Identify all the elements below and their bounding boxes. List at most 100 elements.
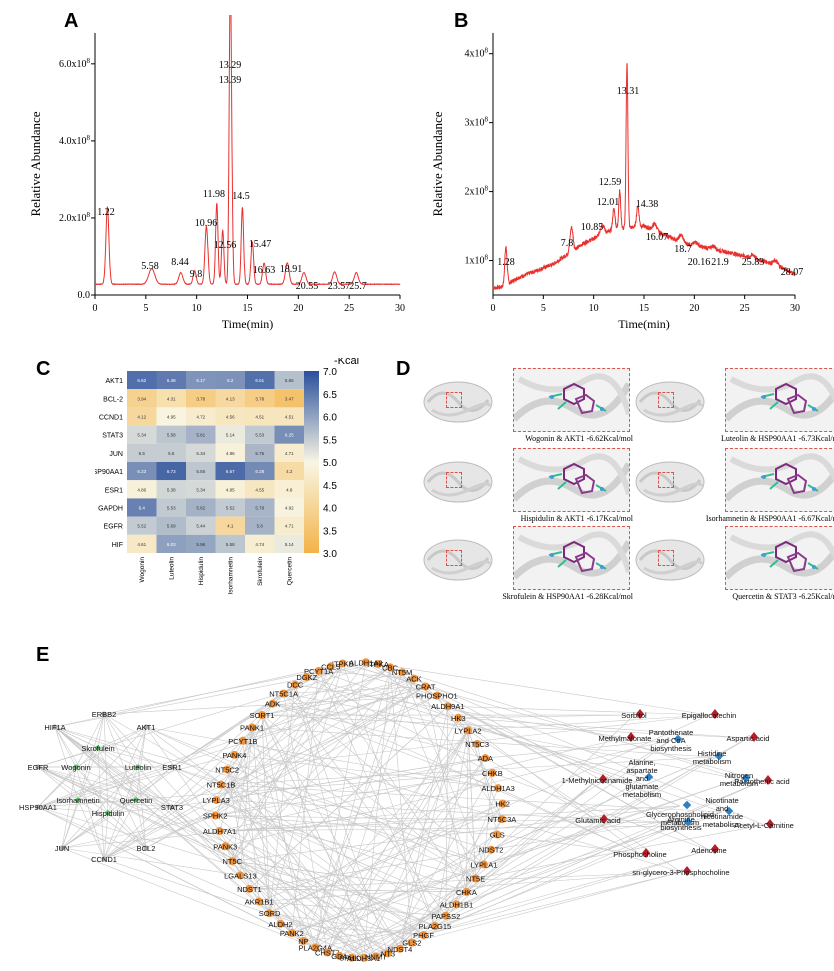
gene-node: [493, 830, 502, 839]
network-edge: [445, 788, 499, 916]
network-node-label: PANK2: [280, 929, 304, 938]
network-edge: [283, 693, 485, 865]
network-edge: [327, 822, 682, 953]
target-node: [169, 764, 175, 770]
network-edge: [291, 670, 319, 934]
network-node-label: HK3: [451, 714, 466, 723]
network-edge: [232, 663, 344, 862]
peak-label: 9.8: [190, 269, 203, 280]
protein-overview-image: [635, 539, 705, 581]
target-node: [169, 804, 175, 810]
network-edge: [37, 806, 435, 927]
network-edge: [215, 772, 493, 816]
peak-label: 18.91: [280, 264, 303, 275]
heatmap-cell-value: 4.56: [226, 415, 235, 420]
network-edge: [401, 672, 485, 865]
network-node-label: CHKB: [482, 769, 503, 778]
network-edge: [389, 667, 413, 943]
metabolite-node: [636, 709, 644, 719]
network-edge: [135, 726, 147, 801]
network-node-label: NT5C2: [215, 766, 239, 775]
network-edge: [466, 730, 469, 892]
network-edge: [37, 766, 233, 862]
x-tick-label: 20: [293, 303, 303, 314]
network-node-label: NT3: [381, 949, 395, 958]
heatmap-cell-value: 5.14: [226, 433, 235, 438]
metabolite-node: [642, 848, 650, 858]
network-edge: [97, 747, 173, 768]
heatmap-column-label: Luteolin: [168, 557, 175, 580]
peak-label: 10.96: [195, 218, 218, 229]
metabolite-node: [750, 732, 758, 742]
gene-node: [374, 659, 383, 668]
heatmap-cell-value: 4.86: [226, 451, 235, 456]
peak-label: 1.22: [97, 207, 115, 218]
network-edge: [103, 667, 391, 860]
gene-node: [409, 674, 418, 683]
heatmap-cell: [274, 407, 304, 426]
heatmap-cell-value: 4.86: [137, 487, 146, 492]
network-edge: [54, 726, 492, 850]
network-edge: [77, 799, 147, 849]
network-edge: [145, 726, 424, 936]
network-edge: [315, 730, 469, 948]
docking-poses-panel: Wogonin & AKT1 -6.62Kcal/mol Luteolin & H…: [418, 362, 834, 602]
heatmap-cell-value: 6.62: [137, 378, 146, 383]
network-edge: [291, 778, 740, 934]
heatmap-cell: [186, 462, 216, 481]
network-node-label: NT5E: [466, 875, 485, 884]
chromatogram-trace: [492, 63, 796, 291]
network-edge: [447, 705, 710, 716]
network-node-label: BCL2: [137, 844, 156, 853]
heatmap-cell-value: 5.81: [196, 433, 205, 438]
peak-label: 28.07: [781, 267, 804, 278]
network-edge: [261, 714, 304, 942]
panel-label-c: C: [36, 358, 51, 380]
network-node-label: ALDH1A3: [482, 784, 515, 793]
network-edge: [249, 705, 449, 890]
heatmap-cell-value: 3.94: [137, 396, 146, 401]
network-node-label: NP: [298, 937, 308, 946]
y-tick-label: 4.0x108: [59, 134, 91, 147]
network-node-label: HK2: [495, 800, 510, 809]
network-node-label: Aspartic acid: [727, 734, 770, 743]
heatmap-cell: [127, 462, 157, 481]
heatmap-row-label: CCND1: [99, 415, 123, 422]
network-node-label: DGKZ: [296, 673, 317, 682]
network-edge: [37, 686, 426, 808]
network-node-label: Glycerophospholipid metabolism: [646, 810, 714, 827]
network-node-label: ADA: [478, 754, 493, 763]
network-node-label: HIF1A: [44, 723, 65, 732]
heatmap-cell: [274, 443, 304, 462]
heatmap-cell: [186, 425, 216, 444]
heatmap-column-label: Quercetin: [286, 557, 293, 586]
network-node-label: GDA: [331, 952, 347, 961]
network-edge: [269, 684, 296, 914]
heatmap-cell: [245, 443, 275, 462]
network-node-label: NDST2: [479, 846, 504, 855]
heatmap-cell: [274, 480, 304, 499]
panel-label-a: A: [64, 10, 79, 32]
network-edge: [214, 703, 273, 816]
heatmap-row-label: AKT1: [105, 378, 123, 385]
docking-caption: Isorhamnetin & HSP90AA1 -6.67Kcal/mol: [705, 514, 834, 523]
network-edge: [252, 727, 713, 758]
network-node-label: EGFR: [28, 763, 49, 772]
heatmap-cell-value: 3.47: [285, 396, 294, 401]
heatmap-cell-value: 5.65: [285, 378, 294, 383]
network-node-label: PHGF: [413, 931, 434, 940]
network-node-label: ALDH2: [268, 920, 292, 929]
network-edge: [37, 806, 376, 957]
binding-site-marker: [658, 472, 674, 488]
heatmap-cell: [274, 389, 304, 408]
network-edge: [291, 864, 485, 934]
heatmap-cell-value: 4.95: [167, 415, 176, 420]
gene-node: [323, 948, 332, 957]
heatmap-cell-value: 4.13: [226, 396, 235, 401]
target-node: [35, 764, 41, 770]
network-edge: [411, 871, 682, 943]
network-edge: [363, 730, 469, 959]
binding-site-marker: [446, 472, 462, 488]
network-node-label: PCYT1A: [304, 667, 333, 676]
peak-label: 13.39: [219, 75, 242, 86]
